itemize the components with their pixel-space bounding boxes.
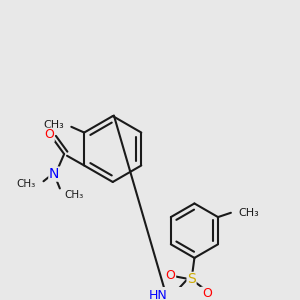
Text: O: O <box>166 268 176 282</box>
Text: O: O <box>44 128 54 141</box>
Text: O: O <box>202 287 212 300</box>
Text: CH₃: CH₃ <box>16 179 35 189</box>
Text: HN: HN <box>149 289 168 300</box>
Text: CH₃: CH₃ <box>238 208 259 218</box>
Text: S: S <box>187 272 196 286</box>
Text: CH₃: CH₃ <box>64 190 83 200</box>
Text: N: N <box>49 167 59 181</box>
Text: CH₃: CH₃ <box>44 120 64 130</box>
